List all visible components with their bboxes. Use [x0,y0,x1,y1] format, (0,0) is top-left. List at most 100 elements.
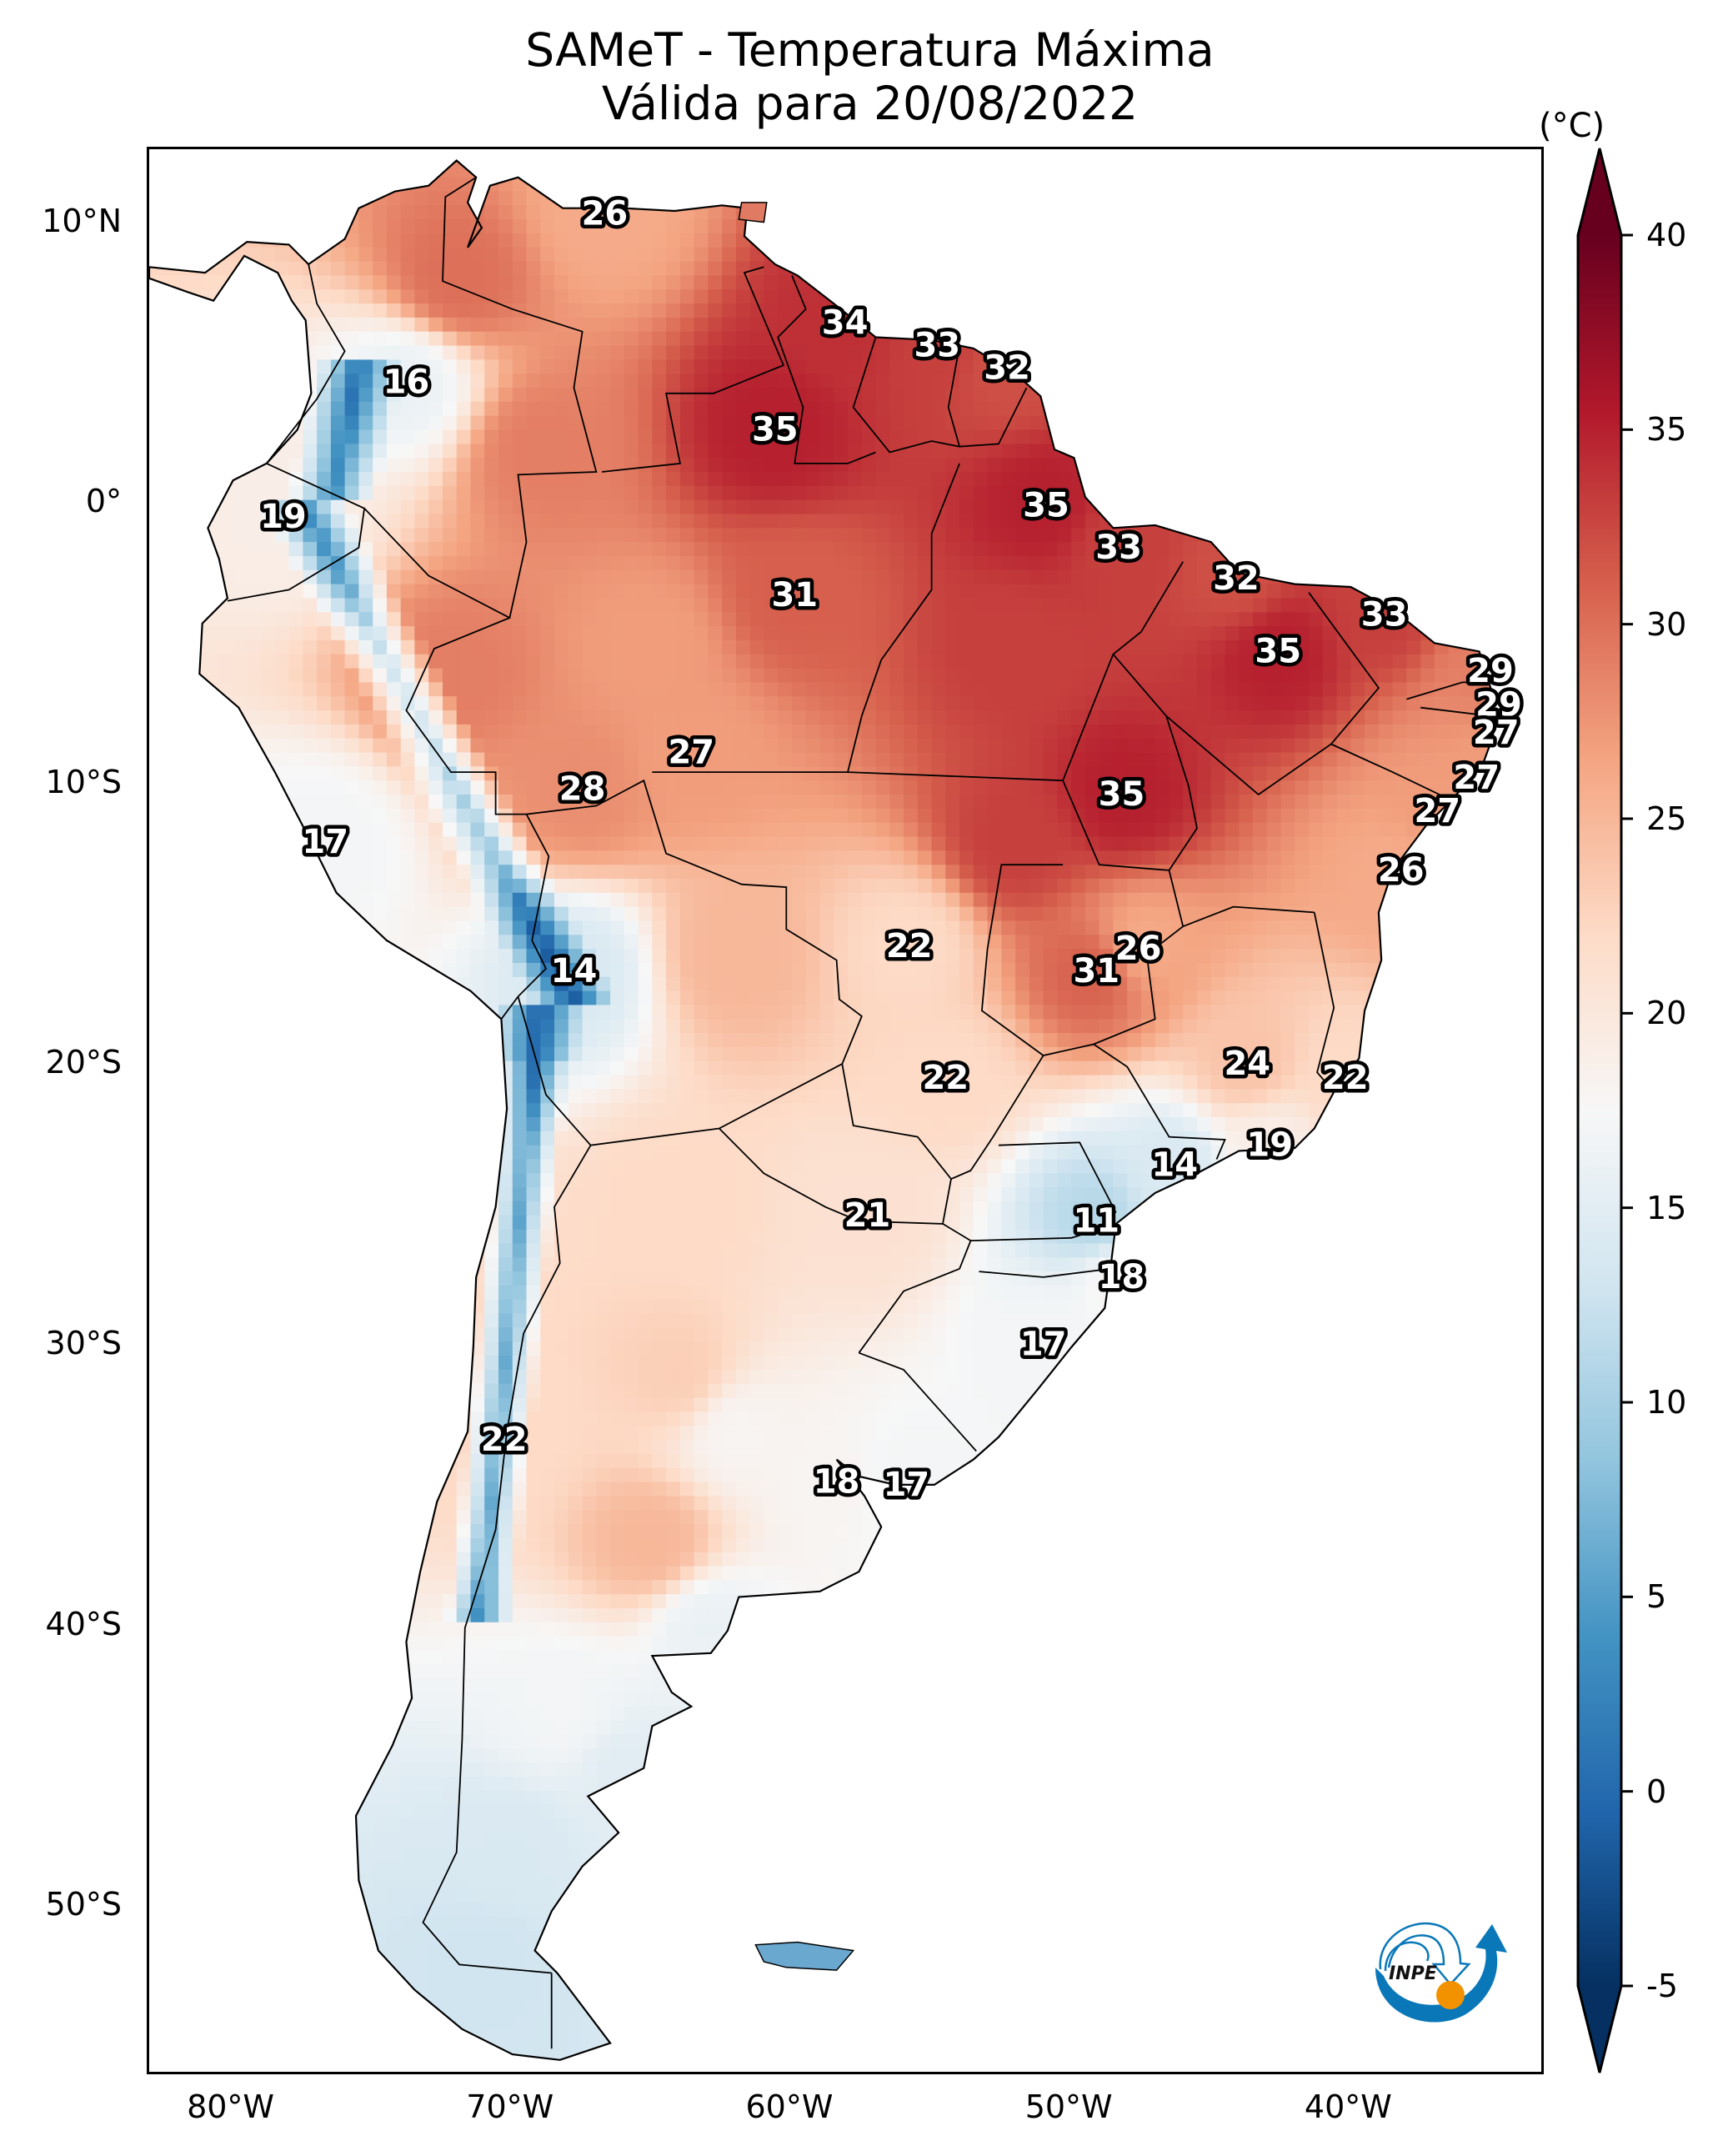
temperature-cell [1519,444,1534,459]
temperature-cell [218,205,234,221]
temperature-cell [428,163,443,178]
temperature-cell [596,247,612,263]
temperature-cell [274,668,290,684]
temperature-cell [1155,724,1170,740]
temperature-cell [722,795,737,810]
temperature-cell [526,458,542,473]
temperature-cell [1057,429,1073,445]
temperature-cell [1490,374,1494,389]
temperature-cell [526,429,542,445]
temperature-cell [288,766,304,782]
temperature-cell [1532,275,1544,290]
temperature-cell [177,359,193,375]
temperature-cell [149,163,164,178]
temperature-cell [386,458,402,473]
temperature-cell [1309,639,1324,655]
temperature-cell [987,289,1003,305]
temperature-cell [1322,639,1338,655]
temperature-cell [554,177,569,193]
temperature-cell [1309,388,1324,403]
temperature-cell [931,289,947,305]
temperature-cell [848,556,863,571]
temperature-cell [484,724,499,740]
temperature-cell [288,359,304,375]
temperature-cell [1266,752,1282,768]
temperature-cell [1448,261,1464,277]
temperature-cell [1057,542,1073,557]
temperature-cell [848,710,863,725]
temperature-cell [484,303,499,318]
temperature-cell [344,639,360,655]
temperature-cell [694,668,709,684]
temperature-cell [735,795,751,810]
temperature-cell [400,485,416,501]
temperature-cell [694,444,709,459]
temperature-cell [1434,388,1450,403]
temperature-cell [1295,289,1310,305]
temperature-cell [904,429,919,445]
temperature-cell [1084,317,1100,333]
temperature-cell [400,261,416,277]
temperature-cell [1350,612,1366,628]
temperature-cell [1462,752,1478,768]
temperature-cell [722,752,737,768]
temperature-cell [1239,654,1255,669]
temperature-cell [624,766,639,782]
temperature-cell [959,626,974,641]
temperature-cell [1505,233,1520,248]
temperature-cell [1043,205,1059,221]
temperature-cell [163,639,178,655]
temperature-cell [973,696,989,711]
temperature-cell [1336,261,1352,277]
temperature-cell [1253,345,1268,361]
temperature-cell [610,808,625,824]
temperature-cell [274,654,290,669]
temperature-cell [1239,458,1255,473]
temperature-cell [386,345,402,361]
temperature-cell [1155,528,1170,544]
temperature-cell [1015,219,1030,234]
temperature-cell [945,639,961,655]
temperature-cell [596,738,612,754]
temperature-cell [959,289,974,305]
temperature-cell [1210,626,1226,641]
temperature-cell [470,710,486,725]
temperature-cell [1462,205,1478,221]
temperature-cell [456,247,472,263]
temperature-cell [540,528,556,544]
temperature-cell [735,359,751,375]
temperature-cell [1295,401,1310,417]
temperature-cell [1084,752,1100,768]
temperature-cell [358,303,374,318]
temperature-cell [1476,233,1491,248]
temperature-cell [1210,163,1226,178]
temperature-cell [303,205,318,221]
temperature-cell [1169,388,1185,403]
temperature-cell [1350,499,1366,515]
temperature-cell [834,429,849,445]
temperature-cell [1392,724,1408,740]
temperature-cell [904,738,919,754]
temperature-cell [1505,149,1520,164]
temperature-cell [443,668,458,684]
temperature-cell [582,499,598,515]
temperature-cell [400,738,416,754]
temperature-cell [1183,485,1198,501]
temperature-cell [330,388,346,403]
temperature-cell [1113,472,1129,487]
temperature-cell [1084,472,1100,487]
temperature-cell [149,822,164,838]
temperature-cell [1057,696,1073,711]
temperature-cell [400,458,416,473]
temperature-cell [624,374,639,389]
temperature-cell [819,710,835,725]
temperature-cell [931,626,947,641]
temperature-cell [386,822,402,838]
temperature-cell [358,374,374,389]
temperature-cell [191,822,207,838]
temperature-cell [498,696,513,711]
temperature-cell [247,682,263,698]
temperature-cell [1519,514,1534,529]
temperature-cell [917,374,933,389]
temperature-cell [1210,639,1226,655]
